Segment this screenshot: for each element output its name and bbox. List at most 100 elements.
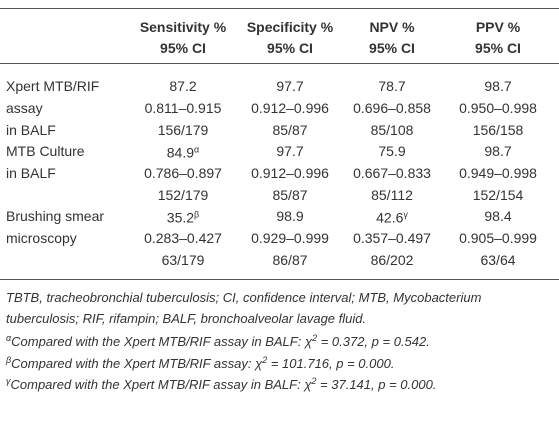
cell: 152/154 <box>473 186 524 204</box>
footnote: αCompared with the Xpert MTB/RIF assay i… <box>6 329 430 351</box>
label-text: MTB Culture <box>6 143 85 159</box>
label-text: assay <box>6 100 43 116</box>
column-header: NPV % <box>369 18 414 36</box>
cell: 85/112 <box>371 186 413 204</box>
cell-text: 63/64 <box>480 252 516 268</box>
cell: 87.2 <box>169 77 196 95</box>
cell: 85/87 <box>272 186 307 204</box>
cell: 98.7 <box>484 77 511 95</box>
footnote-text: Compared with the Xpert MTB/RIF assay in… <box>11 334 313 349</box>
footnote-text: = 101.716, p = 0.000. <box>267 355 395 371</box>
cell: 97.7 <box>276 77 303 95</box>
cell-text: 0.912–0.996 <box>251 165 329 181</box>
footnote-mark: β <box>194 209 200 220</box>
cell: 75.9 <box>378 142 405 160</box>
cell: 78.7 <box>378 77 405 95</box>
label-text: in BALF <box>6 122 56 138</box>
footnote: βCompared with the Xpert MTB/RIF assay: … <box>6 351 394 373</box>
cell: 98.7 <box>484 142 511 160</box>
cell: 86/87 <box>272 251 307 269</box>
cell-text: 85/108 <box>370 122 414 138</box>
cell: 42.6γ <box>376 206 408 227</box>
cell: 63/179 <box>162 251 205 269</box>
cell-text: 97.7 <box>276 143 304 159</box>
row-label: MTB Culture <box>6 142 85 160</box>
cell: 152/179 <box>158 186 209 204</box>
abbreviation-line: TBTB, tracheobronchial tuberculosis; CI,… <box>6 289 481 307</box>
cell-text: 98.4 <box>484 208 512 224</box>
footnote-text: = 37.141, p = 0.000. <box>316 377 437 392</box>
column-subheader: 95% CI <box>160 39 206 57</box>
row-label: Xpert MTB/RIF <box>6 77 99 95</box>
cell-text: 84.9 <box>166 144 195 161</box>
header-name: Sensitivity % <box>139 19 227 35</box>
cell-text: 98.7 <box>484 78 512 94</box>
cell-text: 35.2 <box>166 209 195 226</box>
cell: 97.7 <box>276 142 303 160</box>
cell: 0.929–0.999 <box>251 229 329 247</box>
header-rule <box>0 63 559 64</box>
header-sub: 95% CI <box>475 40 521 56</box>
cell-text: 156/179 <box>157 122 209 138</box>
cell-text: 85/87 <box>272 122 308 138</box>
footnote-text: = 0.372, p = 0.542. <box>317 334 430 349</box>
row-label: in BALF <box>6 121 56 139</box>
header-name: NPV % <box>369 19 415 35</box>
header-sub: 95% CI <box>160 40 206 56</box>
header-name: PPV % <box>475 19 521 35</box>
cell-text: 0.283–0.427 <box>144 230 222 246</box>
cell-text: 0.786–0.897 <box>144 165 222 181</box>
footnote-text: TBTB, tracheobronchial tuberculosis; CI,… <box>6 290 482 305</box>
footnote-mark: α <box>6 333 12 343</box>
cell: 0.786–0.897 <box>144 164 222 182</box>
cell: 0.283–0.427 <box>144 229 222 247</box>
cell: 84.9α <box>167 141 199 162</box>
cell: 0.357–0.497 <box>353 229 431 247</box>
cell-text: 0.949–0.998 <box>459 165 537 181</box>
exponent: 2 <box>262 354 268 365</box>
cell-text: 86/202 <box>370 252 414 268</box>
column-header: Sensitivity % <box>140 18 226 36</box>
footnote-mark: γ <box>6 376 11 386</box>
cell: 0.811–0.915 <box>145 99 222 117</box>
abbreviation-line: tuberculosis; RIF, rifampin; BALF, bronc… <box>6 310 366 328</box>
cell: 86/202 <box>371 251 414 269</box>
cell-text: 156/158 <box>472 122 524 138</box>
cell: 0.696–0.858 <box>353 99 431 117</box>
row-label: in BALF <box>6 164 56 182</box>
cell: 85/87 <box>272 121 307 139</box>
cell-text: 78.7 <box>378 78 406 94</box>
exponent: 2 <box>311 376 317 386</box>
cell: 156/158 <box>473 121 524 139</box>
cell: 98.4 <box>484 207 511 225</box>
cell: 0.912–0.996 <box>251 99 329 117</box>
cell: 0.912–0.996 <box>251 164 329 182</box>
cell-text: 87.2 <box>169 78 197 94</box>
cell-text: 152/179 <box>157 187 209 203</box>
cell-text: 0.696–0.858 <box>353 100 431 116</box>
cell: 156/179 <box>158 121 209 139</box>
cell-text: 0.357–0.497 <box>353 230 431 246</box>
footnote-text: Compared with the Xpert MTB/RIF assay in… <box>10 377 312 392</box>
cell-text: 98.7 <box>484 143 512 159</box>
cell: 63/64 <box>480 251 515 269</box>
footnote-mark: α <box>194 144 200 155</box>
footnote-text: tuberculosis; RIF, rifampin; BALF, bronc… <box>6 311 367 326</box>
header-sub: 95% CI <box>369 40 415 56</box>
cell-text: 42.6 <box>376 209 404 226</box>
cell-text: 0.905–0.999 <box>459 230 537 246</box>
label-text: microscopy <box>6 230 77 246</box>
cell: 98.9 <box>276 207 303 225</box>
cell: 85/108 <box>371 121 414 139</box>
row-label: microscopy <box>6 229 77 247</box>
cell: 35.2β <box>167 206 199 227</box>
column-subheader: 95% CI <box>475 39 521 57</box>
cell-text: 0.667–0.833 <box>353 165 431 181</box>
row-label: Brushing smear <box>6 207 104 225</box>
footnote: γCompared with the Xpert MTB/RIF assay i… <box>6 372 436 394</box>
header-name: Specificity % <box>246 19 334 35</box>
header-sub: 95% CI <box>267 40 313 56</box>
cell-text: 85/87 <box>272 187 308 203</box>
cell: 0.667–0.833 <box>353 164 431 182</box>
label-text: Xpert MTB/RIF <box>6 78 100 94</box>
